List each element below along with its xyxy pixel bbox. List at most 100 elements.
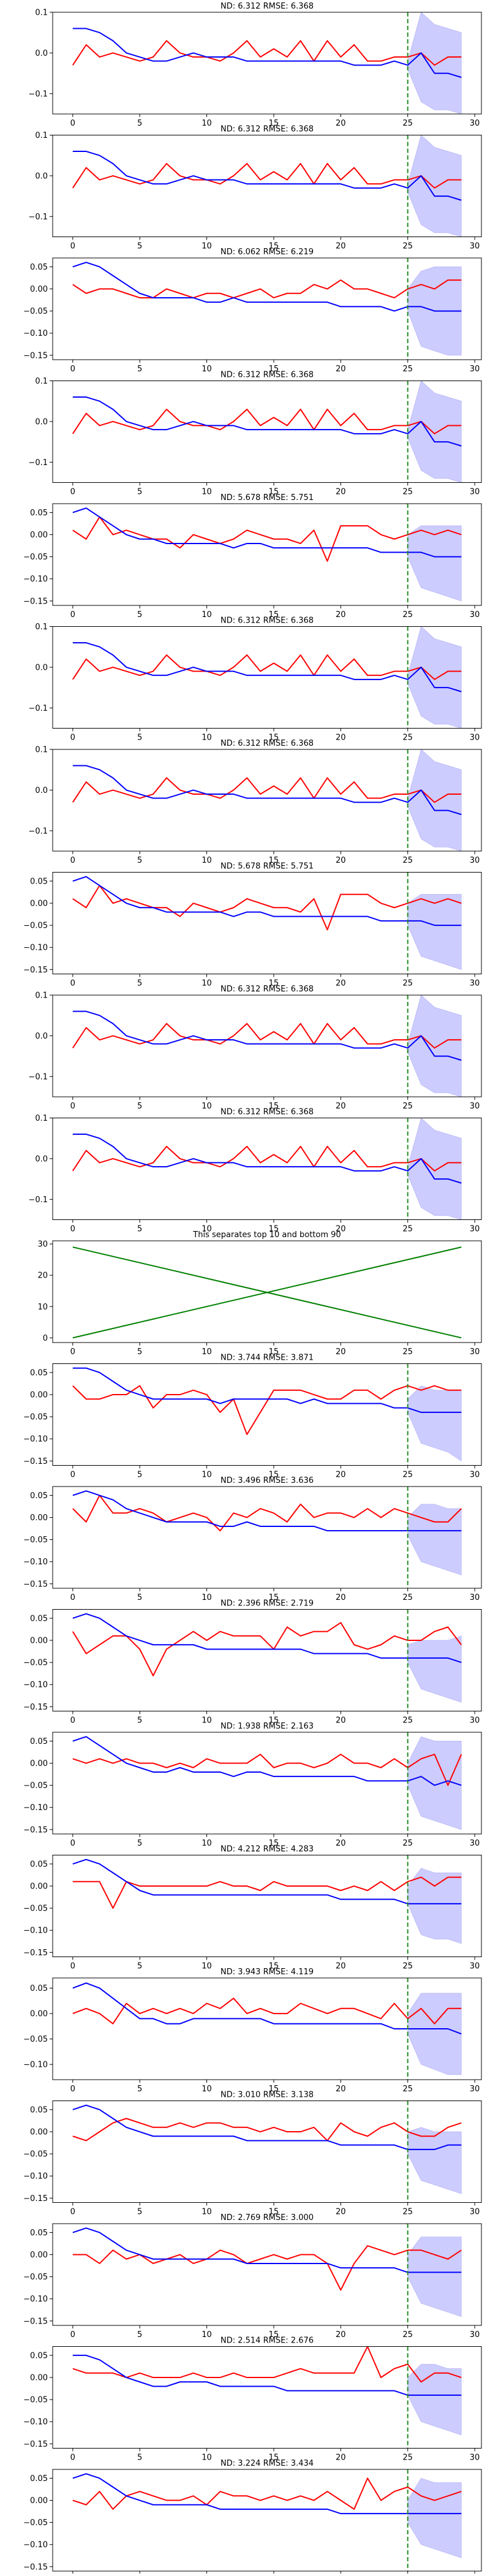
- y-tick-label: 0.1: [35, 623, 48, 632]
- subplot-title: ND: 5.678 RMSE: 5.751: [221, 493, 314, 502]
- uncertainty-band: [407, 749, 462, 851]
- y-tick-label: 0.00: [30, 285, 48, 294]
- x-tick-label: 25: [402, 488, 413, 497]
- axes-frame: [52, 1486, 482, 1589]
- subplot-title: ND: 4.212 RMSE: 4.283: [221, 1845, 314, 1854]
- subplot-18: ND: 3.010 RMSE: 3.138 0 5 10 15 20 25 30 0.05 0.0…: [23, 2091, 482, 2217]
- x-tick-label: 30: [470, 119, 480, 128]
- series-prediction-line: [72, 151, 462, 201]
- y-tick-label: −0.05: [23, 2273, 48, 2282]
- x-tick-label: 10: [202, 2453, 212, 2463]
- x-tick-label: 10: [202, 1471, 212, 1480]
- axes-frame: [52, 2469, 482, 2572]
- y-tick-label: 0.05: [30, 2105, 48, 2115]
- x-tick-label: 20: [336, 610, 346, 619]
- axes-frame: [52, 1609, 482, 1711]
- x-tick-label: 10: [202, 1102, 212, 1111]
- axes-frame: [52, 1855, 482, 1957]
- axes-frame: [52, 12, 482, 115]
- y-tick-label: 0.0: [35, 172, 48, 181]
- y-tick-label: −0.1: [28, 827, 48, 836]
- series-prediction-line: [72, 1134, 462, 1184]
- x-tick-label: 5: [137, 1102, 142, 1111]
- series-actual-line: [72, 777, 462, 803]
- uncertainty-band: [407, 1736, 462, 1830]
- x-tick-label: 30: [470, 2330, 480, 2339]
- x-tick-label: 20: [336, 1839, 346, 1848]
- subplot-title: ND: 6.312 RMSE: 6.368: [221, 739, 314, 748]
- subplot-title: ND: 2.514 RMSE: 2.676: [221, 2336, 314, 2346]
- y-tick-label: 0.00: [30, 1637, 48, 1646]
- uncertainty-band: [407, 1385, 462, 1462]
- x-tick-label: 25: [402, 733, 413, 743]
- uncertainty-band: [407, 1118, 462, 1220]
- y-tick-label: 0.0: [35, 1154, 48, 1164]
- x-tick-label: 15: [269, 365, 279, 374]
- x-tick-label: 15: [269, 2330, 279, 2339]
- x-tick-label: 25: [402, 856, 413, 865]
- subplot-7: ND: 6.312 RMSE: 6.368 0 5 10 15 20 25 30 0.1 0.0 −…: [28, 739, 482, 865]
- x-tick-label: 0: [70, 1962, 75, 1971]
- x-tick-label: 0: [70, 1716, 75, 1726]
- y-tick-label: −0.05: [23, 922, 48, 931]
- plot-area: [72, 2469, 462, 2571]
- uncertainty-band: [407, 525, 462, 602]
- subplot-title: ND: 6.312 RMSE: 6.368: [221, 125, 314, 134]
- y-tick-label: 10: [37, 1303, 48, 1312]
- y-tick-label: −0.15: [23, 351, 48, 360]
- plot-area: [72, 2224, 462, 2325]
- y-tick-label: −0.05: [23, 2150, 48, 2159]
- y-tick-label: 0.05: [30, 1860, 48, 1869]
- x-tick-label: 20: [336, 979, 346, 988]
- y-tick-label: −0.15: [23, 1457, 48, 1466]
- series-actual-line: [72, 408, 462, 434]
- x-tick-label: 10: [202, 1839, 212, 1848]
- uncertainty-band: [407, 2127, 462, 2194]
- x-tick-label: 0: [70, 242, 75, 251]
- x-tick-label: 0: [70, 2330, 75, 2339]
- x-tick-label: 5: [137, 1593, 142, 1602]
- series-actual-line: [72, 516, 462, 562]
- series-prediction-line: [72, 2473, 462, 2515]
- y-tick-label: −0.05: [23, 1659, 48, 1668]
- x-tick-label: 25: [402, 1839, 413, 1848]
- series-actual-line: [72, 40, 462, 66]
- subplot-4: ND: 6.312 RMSE: 6.368 0 5 10 15 20 25 30 0.1 0.0 −…: [28, 371, 482, 497]
- y-tick-label: −0.15: [23, 1580, 48, 1589]
- x-tick-label: 25: [402, 610, 413, 619]
- series-actual-line: [72, 1494, 462, 1532]
- y-tick-label: 0.0: [35, 663, 48, 672]
- x-tick-label: 30: [470, 856, 480, 865]
- x-tick-label: 10: [202, 1962, 212, 1971]
- uncertainty-band: [407, 12, 462, 114]
- subplot-title: ND: 2.396 RMSE: 2.719: [221, 1599, 314, 1608]
- x-tick-label: 10: [202, 2208, 212, 2217]
- y-tick-label: 0.05: [30, 1614, 48, 1623]
- x-tick-label: 30: [470, 1716, 480, 1726]
- x-tick-label: 30: [470, 2208, 480, 2217]
- subplot-title: ND: 3.744 RMSE: 3.871: [221, 1354, 314, 1363]
- y-tick-label: −0.15: [23, 966, 48, 975]
- series-prediction-line: [72, 642, 462, 692]
- series-actual-line: [72, 1622, 462, 1676]
- plot-area: [72, 1363, 462, 1466]
- axes-frame: [52, 872, 482, 974]
- x-tick-label: 30: [470, 1225, 480, 1234]
- series-actual-line: [72, 2477, 462, 2510]
- y-tick-label: 0.05: [30, 1491, 48, 1501]
- y-tick-label: 0.00: [30, 2374, 48, 2383]
- series-prediction-line: [72, 1736, 462, 1786]
- subplot-title: ND: 3.496 RMSE: 3.636: [221, 1476, 314, 1485]
- x-tick-label: 30: [470, 1347, 480, 1357]
- subplot-8: ND: 5.678 RMSE: 5.751 0 5 10 15 20 25 30 0.05 0.0…: [23, 862, 482, 988]
- series-actual-line: [72, 2118, 462, 2142]
- y-tick-label: −0.05: [23, 1536, 48, 1545]
- y-tick-label: −0.10: [23, 2172, 48, 2181]
- x-tick-label: 5: [137, 1839, 142, 1848]
- series-prediction-line: [72, 1490, 462, 1532]
- x-tick-label: 25: [402, 1225, 413, 1234]
- series-actual-line: [72, 1998, 462, 2025]
- x-tick-label: 25: [402, 1471, 413, 1480]
- x-tick-label: 15: [269, 2208, 279, 2217]
